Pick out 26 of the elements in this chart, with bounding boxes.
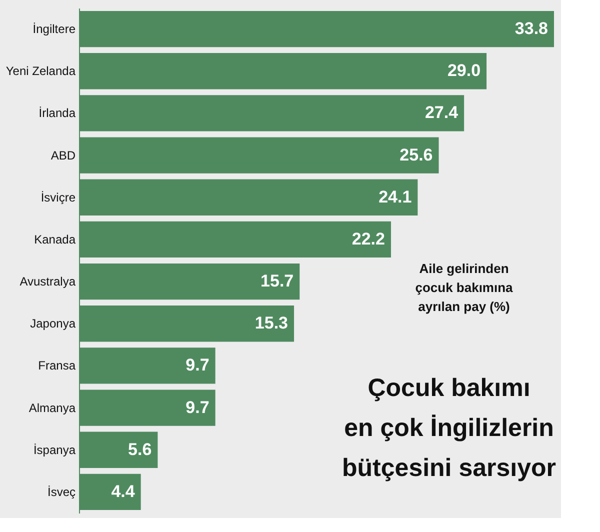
y-tick-label: Fransa <box>38 358 76 373</box>
data-label: 25.6 <box>400 145 433 164</box>
data-label: 27.4 <box>424 103 459 122</box>
y-tick-label: İspanya <box>33 442 76 457</box>
y-tick-label: Avustralya <box>20 274 76 289</box>
text: Çocuk bakımı en çok İngilizlerin bütçesini sarsıyor <box>342 374 556 482</box>
y-tick-label: İsviçre <box>40 190 76 204</box>
data-label: 5.6 <box>128 440 152 459</box>
y-tick-label: Japonya <box>30 316 76 331</box>
text: Aile gelirinden çocuk bakımına ayrılan pay (%) <box>415 261 514 314</box>
y-tick-label: Yeni Zelanda <box>6 64 76 78</box>
data-label: 9.7 <box>186 356 210 375</box>
y-tick-label: Kanada <box>34 232 76 246</box>
data-label: 24.1 <box>378 187 412 206</box>
data-label: 4.4 <box>111 482 136 501</box>
y-tick-label: ABD <box>50 148 76 162</box>
data-label: 15.7 <box>260 272 294 291</box>
y-tick-label: İsveç <box>47 484 76 499</box>
data-label: 22.2 <box>352 229 385 248</box>
y-tick-label: Almanya <box>28 400 76 415</box>
data-label: 29.0 <box>447 61 481 80</box>
data-label: 15.3 <box>254 314 288 333</box>
y-tick-label: İngiltere <box>32 22 76 36</box>
data-label: 9.7 <box>186 398 210 417</box>
y-tick-label: İrlanda <box>38 106 76 120</box>
data-label: 33.8 <box>514 19 548 38</box>
